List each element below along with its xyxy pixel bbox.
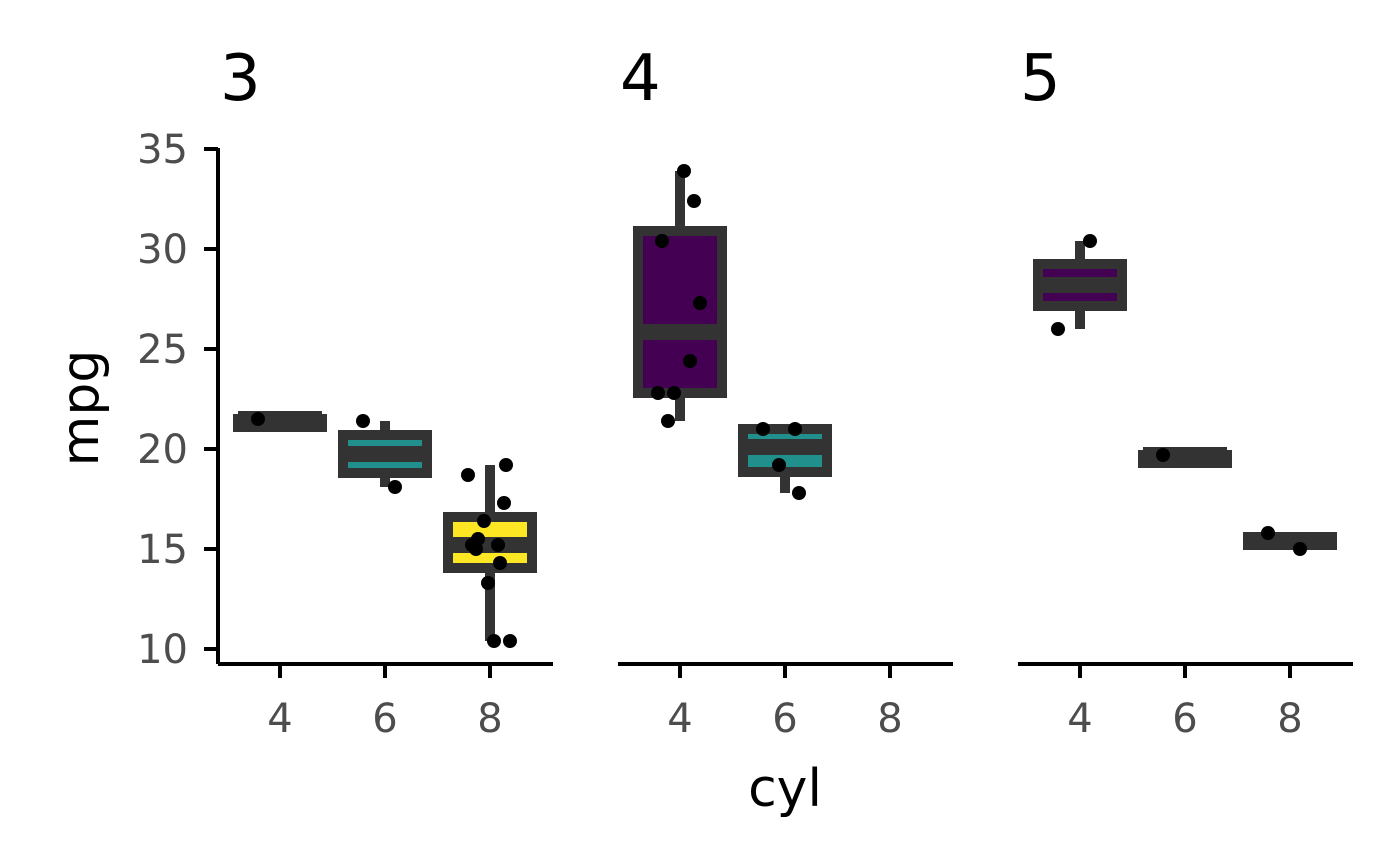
data-point — [651, 386, 665, 400]
data-point — [792, 486, 806, 500]
data-point — [1261, 526, 1275, 540]
facet-panel-3: 3 4 6 8 — [218, 42, 553, 742]
data-point — [655, 234, 669, 248]
x-axis-title: cyl — [748, 759, 822, 819]
data-point — [487, 634, 501, 648]
data-point — [756, 422, 770, 436]
y-tick-label: 25 — [137, 327, 188, 373]
data-point — [493, 556, 507, 570]
facet-title: 3 — [220, 42, 261, 116]
data-point — [388, 480, 402, 494]
x-tick-label: 4 — [667, 696, 692, 742]
data-point — [683, 354, 697, 368]
data-point — [1051, 322, 1065, 336]
x-tick-label: 4 — [267, 696, 292, 742]
y-tick-label: 30 — [137, 227, 188, 273]
facet-panel-4: 4 4 6 8 — [618, 42, 953, 742]
x-tick-label: 8 — [477, 696, 502, 742]
box-group-cyl-6 — [1138, 447, 1232, 468]
facet-panels: 3 4 6 8 4 4 6 8 5 4 6 8 — [218, 42, 1353, 742]
data-point — [499, 458, 513, 472]
data-point — [661, 414, 675, 428]
data-point — [356, 414, 370, 428]
x-tick-label: 8 — [877, 696, 902, 742]
data-point — [251, 412, 265, 426]
y-axis: 10 15 20 25 30 35 — [137, 127, 220, 673]
box-group-cyl-6 — [738, 424, 832, 493]
box-body — [633, 226, 727, 398]
box-group-cyl-4 — [1033, 241, 1127, 329]
box-group-cyl-6 — [338, 421, 432, 487]
y-tick-label: 10 — [137, 627, 188, 673]
data-point — [491, 538, 505, 552]
facet-title: 4 — [620, 42, 661, 116]
box-group-cyl-4 — [233, 411, 327, 432]
data-point — [1156, 448, 1170, 462]
facet-title: 5 — [1020, 42, 1061, 116]
data-point — [772, 458, 786, 472]
data-point — [788, 422, 802, 436]
data-point — [693, 296, 707, 310]
y-tick-label: 20 — [137, 427, 188, 473]
y-tick-label: 35 — [137, 127, 188, 173]
data-point — [477, 514, 491, 528]
data-point — [1083, 234, 1097, 248]
data-point — [461, 468, 475, 482]
x-tick-label: 6 — [1172, 696, 1197, 742]
data-point — [667, 386, 681, 400]
data-point — [481, 576, 495, 590]
data-point — [497, 496, 511, 510]
y-axis-title: mpg — [51, 350, 111, 467]
box-group-cyl-4 — [633, 171, 727, 421]
x-tick-label: 4 — [1067, 696, 1092, 742]
data-point — [687, 194, 701, 208]
facet-panel-5: 5 4 6 8 — [1018, 42, 1353, 742]
x-tick-label: 6 — [372, 696, 397, 742]
data-point — [469, 542, 483, 556]
x-tick-label: 6 — [772, 696, 797, 742]
box-group-cyl-8 — [443, 465, 537, 641]
data-point — [1293, 542, 1307, 556]
y-tick-label: 15 — [137, 527, 188, 573]
x-tick-label: 8 — [1277, 696, 1302, 742]
data-point — [503, 634, 517, 648]
data-point — [677, 164, 691, 178]
box-group-cyl-8 — [1243, 532, 1337, 550]
